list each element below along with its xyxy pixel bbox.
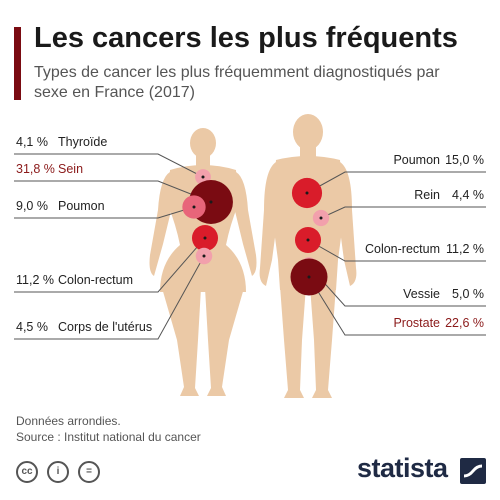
female-right-leg: [205, 288, 244, 396]
female-sein-category-label: Sein: [58, 162, 83, 176]
male-silhouette: [259, 114, 357, 398]
page-title: Les cancers les plus fréquents: [34, 22, 458, 54]
male-rein-bubble-dot: [319, 216, 323, 220]
male-head: [293, 114, 323, 150]
male-right-arm: [338, 162, 357, 286]
female-corps-de-l-uterus-bubble-dot: [202, 254, 206, 258]
no-derivatives-icon[interactable]: =: [78, 461, 100, 483]
male-colon-rectum-category-label: Colon-rectum: [365, 242, 440, 256]
female-poumon-category-label: Poumon: [58, 199, 105, 213]
female-colon-rectum-leader-line: [14, 237, 206, 293]
accent-bar: [14, 27, 21, 100]
female-head: [190, 128, 216, 158]
male-poumon-bubble-dot: [305, 191, 309, 195]
male-prostate-value-label: 22,6 %: [445, 316, 484, 330]
male-rein-category-label: Rein: [414, 188, 440, 202]
female-corps-de-l-uterus-category-label: Corps de l'utérus: [58, 320, 152, 334]
female-poumon-value-label: 9,0 %: [16, 199, 48, 213]
female-colon-rectum-bubble-dot: [203, 236, 207, 240]
statista-logo-text[interactable]: statista: [357, 453, 448, 483]
female-thyroide-value-label: 4,1 %: [16, 135, 48, 149]
female-sein-bubble-dot: [209, 200, 213, 204]
male-poumon-value-label: 15,0 %: [445, 153, 484, 167]
female-thyroide-bubble-dot: [201, 175, 205, 179]
female-colon-rectum-value-label: 11,2 %: [16, 273, 54, 287]
female-left-arm: [149, 172, 172, 276]
male-prostate-leader-line: [308, 276, 486, 336]
creative-commons-icon[interactable]: cc: [16, 461, 38, 483]
male-poumon-category-label: Poumon: [393, 153, 440, 167]
female-thyroide-category-label: Thyroïde: [58, 135, 107, 149]
male-rein-value-label: 4,4 %: [452, 188, 484, 202]
attribution-icon[interactable]: i: [47, 461, 69, 483]
bubbles: [182, 169, 330, 296]
male-colon-rectum-leader-line: [307, 239, 486, 262]
female-sein-value-label: 31,8 %: [16, 162, 55, 176]
female-right-arm: [234, 172, 257, 276]
female-corps-de-l-uterus-leader-line: [14, 255, 205, 340]
male-left-arm: [259, 162, 278, 286]
page-subtitle: Types de cancer les plus fréquemment dia…: [34, 64, 440, 101]
male-rein-leader-line: [320, 206, 486, 219]
male-vessie-category-label: Vessie: [403, 287, 440, 301]
male-colon-rectum-bubble-dot: [306, 238, 310, 242]
female-corps-de-l-uterus-value-label: 4,5 %: [16, 320, 48, 334]
female-left-leg: [162, 288, 201, 396]
female-colon-rectum-category-label: Colon-rectum: [58, 273, 133, 287]
female-poumon-bubble-dot: [192, 205, 196, 209]
male-left-leg: [280, 286, 306, 398]
source-note: Source : Institut national du cancer: [16, 430, 201, 444]
female-poumon-leader-line: [14, 206, 195, 219]
male-colon-rectum-value-label: 11,2 %: [446, 242, 484, 256]
statista-logo-icon[interactable]: [460, 458, 486, 484]
male-right-leg: [310, 286, 336, 398]
male-prostate-category-label: Prostate: [393, 316, 440, 330]
male-vessie-value-label: 5,0 %: [452, 287, 484, 301]
footnote: Données arrondies.: [16, 414, 121, 428]
female-thyroide-leader-line: [14, 153, 204, 178]
male-prostate-bubble-dot: [307, 275, 311, 279]
male-torso: [272, 156, 344, 290]
